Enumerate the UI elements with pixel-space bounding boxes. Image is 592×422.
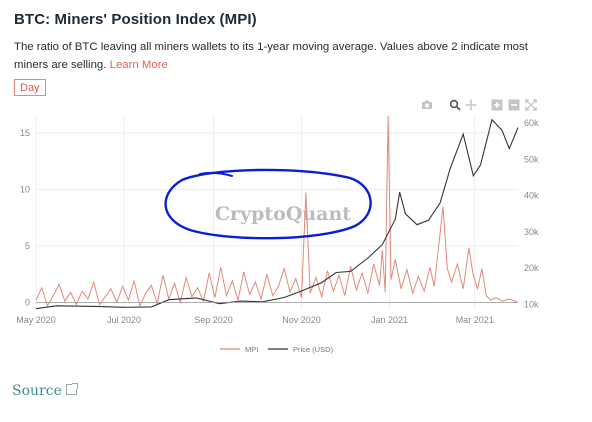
chart-legend: MPI Price (USD)	[220, 345, 334, 354]
watermark-text: CryptoQuant	[215, 203, 351, 225]
y-right-tick-label: 60k	[524, 118, 539, 128]
chart-card: BTC: Miners' Position Index (MPI) The ra…	[0, 11, 592, 360]
x-tick-label: Sep 2020	[194, 315, 233, 325]
grid-layer	[35, 116, 518, 308]
mpi-series-line	[35, 115, 519, 308]
description-text: The ratio of BTC leaving all miners wall…	[14, 41, 528, 71]
x-axis: May 2020 Jul 2020 Sep 2020 Nov 2020 Jan 2021…	[16, 315, 493, 325]
x-tick-label: Jan 2021	[371, 315, 408, 325]
x-tick-label: Nov 2020	[282, 315, 321, 325]
source-link[interactable]: Source	[12, 383, 78, 399]
learn-more-link[interactable]: Learn More	[109, 59, 168, 71]
source-label: Source	[12, 383, 62, 399]
y-left-tick-label: 10	[20, 184, 30, 194]
zoom-icon[interactable]	[449, 99, 461, 111]
reset-icon[interactable]	[525, 99, 537, 111]
zoom-out-icon[interactable]	[508, 99, 520, 111]
chart-description: The ratio of BTC leaving all miners wall…	[14, 38, 554, 74]
y-left-tick-label: 0	[25, 297, 30, 307]
hand-drawn-annotation	[164, 168, 372, 240]
y-left-tick-label: 15	[20, 128, 30, 138]
external-link-icon	[65, 383, 78, 395]
y-right-tick-label: 20k	[524, 263, 539, 273]
chart-title: BTC: Miners' Position Index (MPI)	[14, 11, 257, 28]
camera-icon[interactable]	[421, 99, 433, 111]
price-series-line	[35, 118, 519, 310]
interval-day-button[interactable]: Day	[14, 79, 46, 96]
legend-price-label: Price (USD)	[293, 345, 334, 354]
x-tick-label: Jul 2020	[107, 315, 141, 325]
annotation-circle	[164, 168, 372, 240]
annotation-stroke	[199, 171, 233, 177]
y-left-tick-label: 5	[25, 241, 30, 251]
pan-icon[interactable]	[465, 99, 477, 111]
y-right-tick-label: 50k	[524, 154, 539, 164]
y-right-tick-label: 10k	[524, 299, 539, 309]
x-tick-label: Mar 2021	[456, 315, 494, 325]
x-tick-label: May 2020	[16, 315, 56, 325]
zoom-in-icon[interactable]	[491, 99, 503, 111]
mpi-chart[interactable]: CryptoQuant 0 5 10 15 10k 20k 30k 40k 50k 60k Ma…	[0, 110, 592, 360]
right-axis: 10k 20k 30k 40k 50k 60k	[524, 118, 539, 309]
y-right-tick-label: 40k	[524, 191, 539, 201]
y-right-tick-label: 30k	[524, 227, 539, 237]
left-axis: 0 5 10 15	[20, 128, 30, 307]
legend-mpi-label: MPI	[245, 345, 258, 354]
chart-toolbar	[421, 99, 545, 113]
